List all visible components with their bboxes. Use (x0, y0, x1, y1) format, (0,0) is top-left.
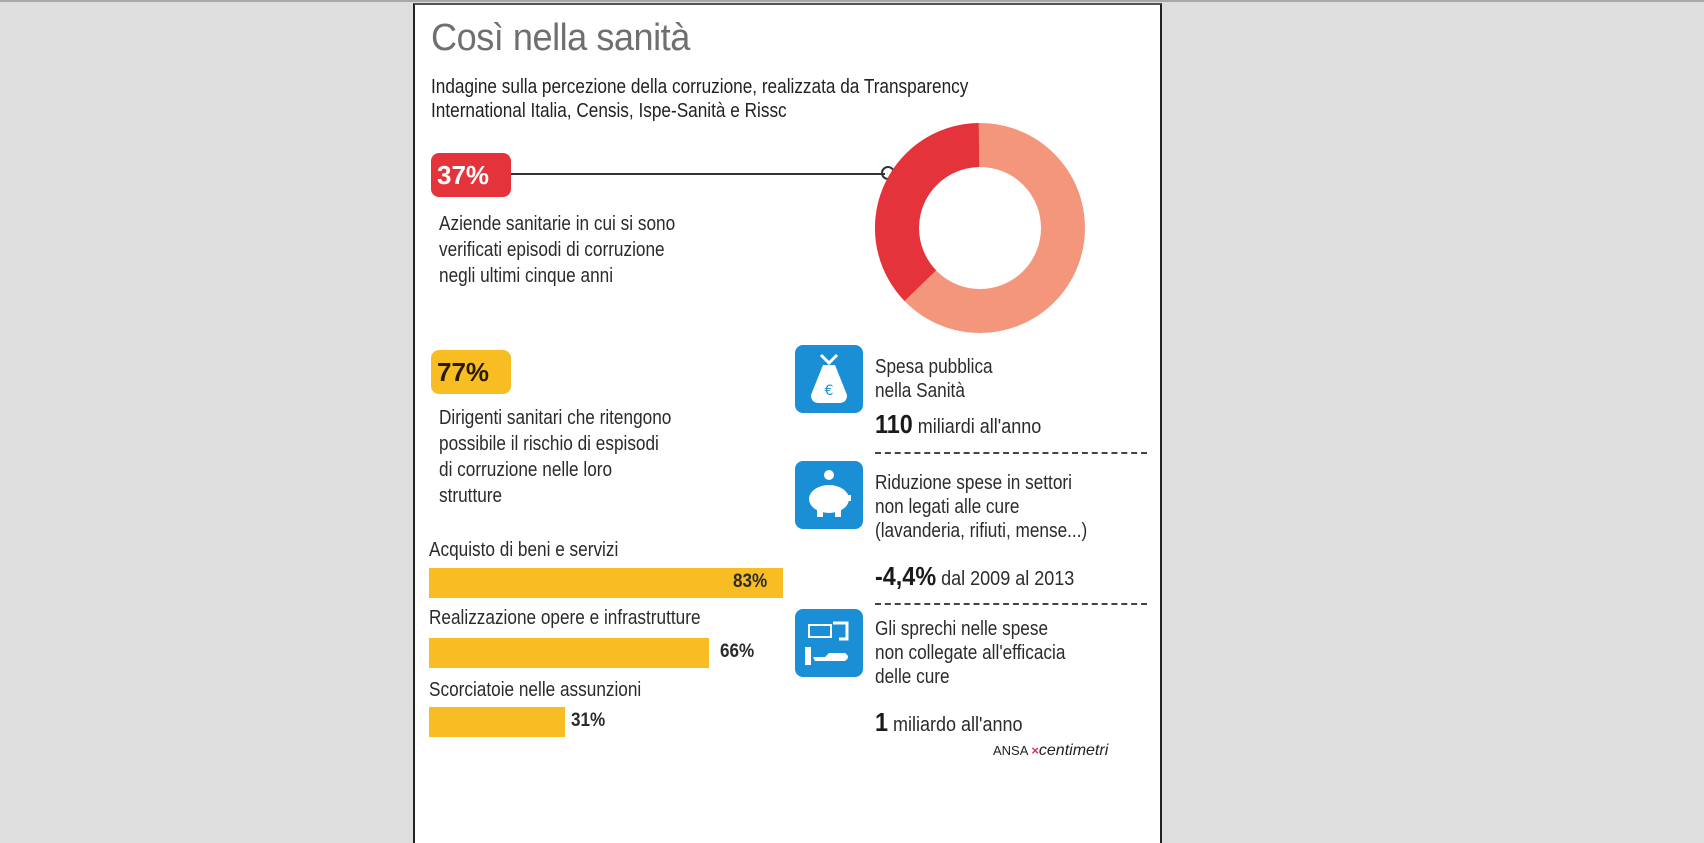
fact-unit: miliardi all'anno (917, 416, 1042, 438)
fact-line: Spesa pubblica (875, 356, 993, 378)
divider (875, 603, 1147, 605)
fact-unit: dal 2009 al 2013 (941, 568, 1075, 590)
donut-chart (875, 123, 1085, 333)
connector-line (511, 173, 885, 175)
piggy-bank-icon (795, 461, 863, 529)
fact-line: nella Sanità (875, 380, 965, 402)
stat-badge-77: 77% (431, 350, 511, 394)
fact-unit: miliardo all'anno (893, 714, 1023, 736)
waste-money-icon (795, 609, 863, 677)
divider (875, 452, 1147, 454)
fact1-figure: 110 miliardi all'anno (875, 409, 1041, 440)
stat-badge-37: 37% (431, 153, 511, 197)
fact-line: non collegate all'efficacia (875, 642, 1066, 664)
credit-agency: ANSA (993, 743, 1028, 758)
money-bag-euro-icon: € (795, 345, 863, 413)
fact3-figure: 1 miliardo all'anno (875, 707, 1023, 738)
bar-31 (429, 707, 565, 737)
bar-66 (429, 638, 709, 668)
desc-line: negli ultimi cinque anni (439, 265, 614, 287)
fact-line: delle cure (875, 666, 950, 688)
bar-label: Scorciatoie nelle assunzioni (429, 679, 642, 701)
desc-line: Aziende sanitarie in cui si sono (439, 213, 676, 235)
desc-line: Dirigenti sanitari che ritengono (439, 407, 672, 429)
bar-83 (429, 568, 783, 598)
subtitle-line: International Italia, Censis, Ispe-Sanit… (431, 100, 787, 122)
desc-line: verificati episodi di corruzione (439, 239, 665, 261)
infographic-title: Così nella sanità (431, 17, 690, 59)
credit: ANSA ×centimetri (993, 742, 1108, 760)
window-top-border (0, 0, 1704, 2)
fact2-text: Riduzione spese in settori non legati al… (875, 471, 1087, 543)
subtitle-line: Indagine sulla percezione della corruzio… (431, 76, 969, 98)
credit-brand: centimetri (1038, 742, 1109, 759)
fact-number: 110 (875, 409, 913, 439)
stat2-description: Dirigenti sanitari che ritengono possibi… (439, 405, 671, 509)
fact-line: non legati alle cure (875, 496, 1020, 518)
fact-line: Riduzione spese in settori (875, 472, 1072, 494)
fact1-text: Spesa pubblica nella Sanità (875, 355, 993, 403)
desc-line: di corruzione nelle loro (439, 459, 613, 481)
bar-value: 31% (571, 710, 606, 731)
fact-number: -4,4% (875, 561, 937, 591)
fact2-figure: -4,4% dal 2009 al 2013 (875, 561, 1074, 592)
stat1-description: Aziende sanitarie in cui si sono verific… (439, 211, 675, 289)
fact3-text: Gli sprechi nelle spese non collegate al… (875, 617, 1065, 689)
donut-segment-37 (875, 123, 1085, 333)
infographic-panel: Così nella sanità Indagine sulla percezi… (413, 3, 1162, 843)
bar-value: 83% (733, 571, 768, 592)
bar-value: 66% (720, 641, 755, 662)
infographic-subtitle: Indagine sulla percezione della corruzio… (431, 75, 968, 123)
fact-line: (lavanderia, rifiuti, mense...) (875, 520, 1088, 542)
brand-mark-icon: × (1031, 743, 1039, 758)
fact-line: Gli sprechi nelle spese (875, 618, 1049, 640)
fact-number: 1 (875, 707, 889, 737)
desc-line: possibile il rischio di espisodi (439, 433, 659, 455)
desc-line: strutture (439, 485, 503, 507)
svg-text:€: € (825, 383, 834, 399)
bar-label: Realizzazione opere e infrastrutture (429, 607, 701, 629)
bar-label: Acquisto di beni e servizi (429, 539, 619, 561)
